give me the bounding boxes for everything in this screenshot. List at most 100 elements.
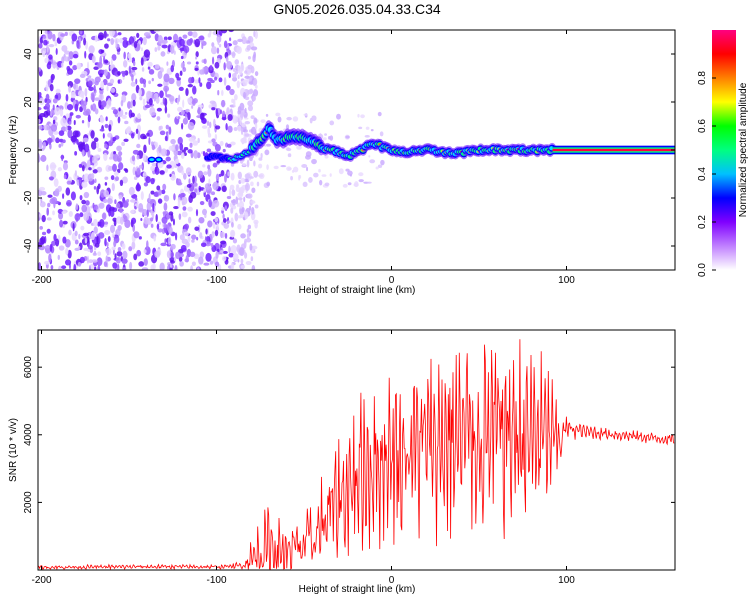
noise-blob — [240, 264, 246, 269]
noise-blob — [65, 94, 69, 102]
noise-blob — [221, 185, 227, 193]
noise-blob — [156, 107, 162, 112]
noise-blob — [102, 78, 108, 86]
noise-blob — [226, 107, 230, 115]
noise-blob — [148, 97, 153, 106]
noise-blob — [82, 137, 89, 143]
noise-blob — [237, 74, 240, 80]
noise-blob — [103, 30, 107, 39]
noise-blob — [154, 250, 161, 258]
noise-blob — [98, 99, 102, 109]
noise-blob — [242, 79, 248, 87]
noise-blob — [214, 143, 221, 152]
snr-x-label: Height of straight line (km) — [299, 584, 416, 595]
noise-blob — [55, 238, 60, 247]
noise-blob — [187, 234, 191, 243]
noise-blob — [229, 184, 235, 190]
noise-blob — [99, 73, 103, 78]
noise-blob — [131, 241, 136, 250]
noise-blob — [46, 44, 49, 53]
noise-blob — [141, 162, 145, 171]
noise-blob — [164, 105, 168, 114]
colorbar-label: Normalized spectral amplitude — [738, 82, 749, 217]
noise-blob — [234, 65, 239, 69]
noise-blob — [72, 83, 77, 90]
colorbar-tick-label: 0.2 — [697, 215, 708, 229]
noise-blob — [145, 176, 151, 184]
noise-blob — [165, 81, 169, 86]
noise-blob — [234, 59, 240, 65]
noise-blob — [109, 65, 114, 70]
noise-blob — [48, 253, 52, 263]
noise-blob — [168, 126, 172, 135]
noise-blob — [199, 200, 205, 206]
noise-blob — [103, 69, 108, 77]
y-tick-label: 20 — [23, 96, 34, 108]
noise-blob — [244, 133, 250, 137]
noise-blob — [187, 149, 193, 154]
noise-blob — [258, 157, 263, 161]
noise-blob — [205, 228, 208, 235]
noise-blob — [118, 107, 121, 112]
noise-blob — [189, 251, 196, 258]
noise-blob — [90, 104, 94, 111]
colorbar-tick-label: 0.8 — [697, 71, 708, 85]
noise-blob — [114, 253, 117, 260]
noise-blob — [82, 149, 85, 157]
noise-blob — [40, 190, 47, 196]
noise-blob — [191, 261, 196, 267]
x-tick-label: -200 — [31, 575, 51, 586]
noise-blob — [228, 245, 231, 254]
noise-blob — [152, 202, 155, 212]
y-tick-label: 4000 — [23, 423, 34, 446]
noise-blob — [163, 36, 168, 41]
noise-blob — [252, 95, 257, 102]
noise-blob — [140, 57, 144, 66]
noise-blob — [146, 240, 149, 250]
noise-blob — [182, 66, 187, 73]
noise-blob — [122, 213, 126, 220]
noise-blob — [219, 109, 223, 115]
noise-blob — [165, 124, 170, 130]
noise-blob — [298, 174, 301, 181]
noise-blob — [319, 179, 323, 186]
noise-blob — [55, 88, 61, 94]
noise-blob — [117, 151, 123, 157]
noise-blob — [311, 115, 317, 122]
noise-blob — [115, 202, 121, 209]
noise-blob — [183, 146, 189, 151]
noise-blob — [217, 90, 220, 96]
noise-blob — [220, 240, 227, 245]
noise-blob — [123, 51, 126, 60]
noise-blob — [138, 261, 145, 267]
noise-blob — [186, 38, 193, 46]
noise-blob — [147, 61, 153, 67]
noise-blob — [194, 188, 198, 193]
noise-blob — [91, 55, 96, 63]
noise-blob — [143, 32, 151, 37]
noise-blob — [232, 253, 239, 262]
colorbar-gradient — [712, 30, 736, 270]
noise-blob — [235, 196, 239, 205]
noise-blob — [148, 80, 151, 85]
noise-blob — [264, 149, 270, 156]
noise-blob — [244, 107, 247, 114]
noise-blob — [142, 36, 147, 46]
noise-blob — [40, 235, 46, 245]
noise-blob — [139, 96, 143, 101]
noise-blob — [155, 96, 160, 104]
noise-blob — [54, 94, 59, 100]
noise-blob — [173, 205, 179, 210]
noise-blob — [38, 125, 43, 130]
noise-blob — [239, 213, 245, 218]
noise-blob — [44, 30, 48, 37]
noise-blob — [250, 256, 254, 262]
noise-blob — [50, 124, 58, 132]
noise-blob — [99, 116, 105, 123]
noise-blob — [129, 199, 136, 203]
noise-blob — [178, 94, 181, 102]
noise-blob — [68, 211, 73, 217]
noise-blob — [106, 85, 109, 92]
noise-blob — [97, 264, 101, 270]
noise-blob — [45, 93, 50, 101]
